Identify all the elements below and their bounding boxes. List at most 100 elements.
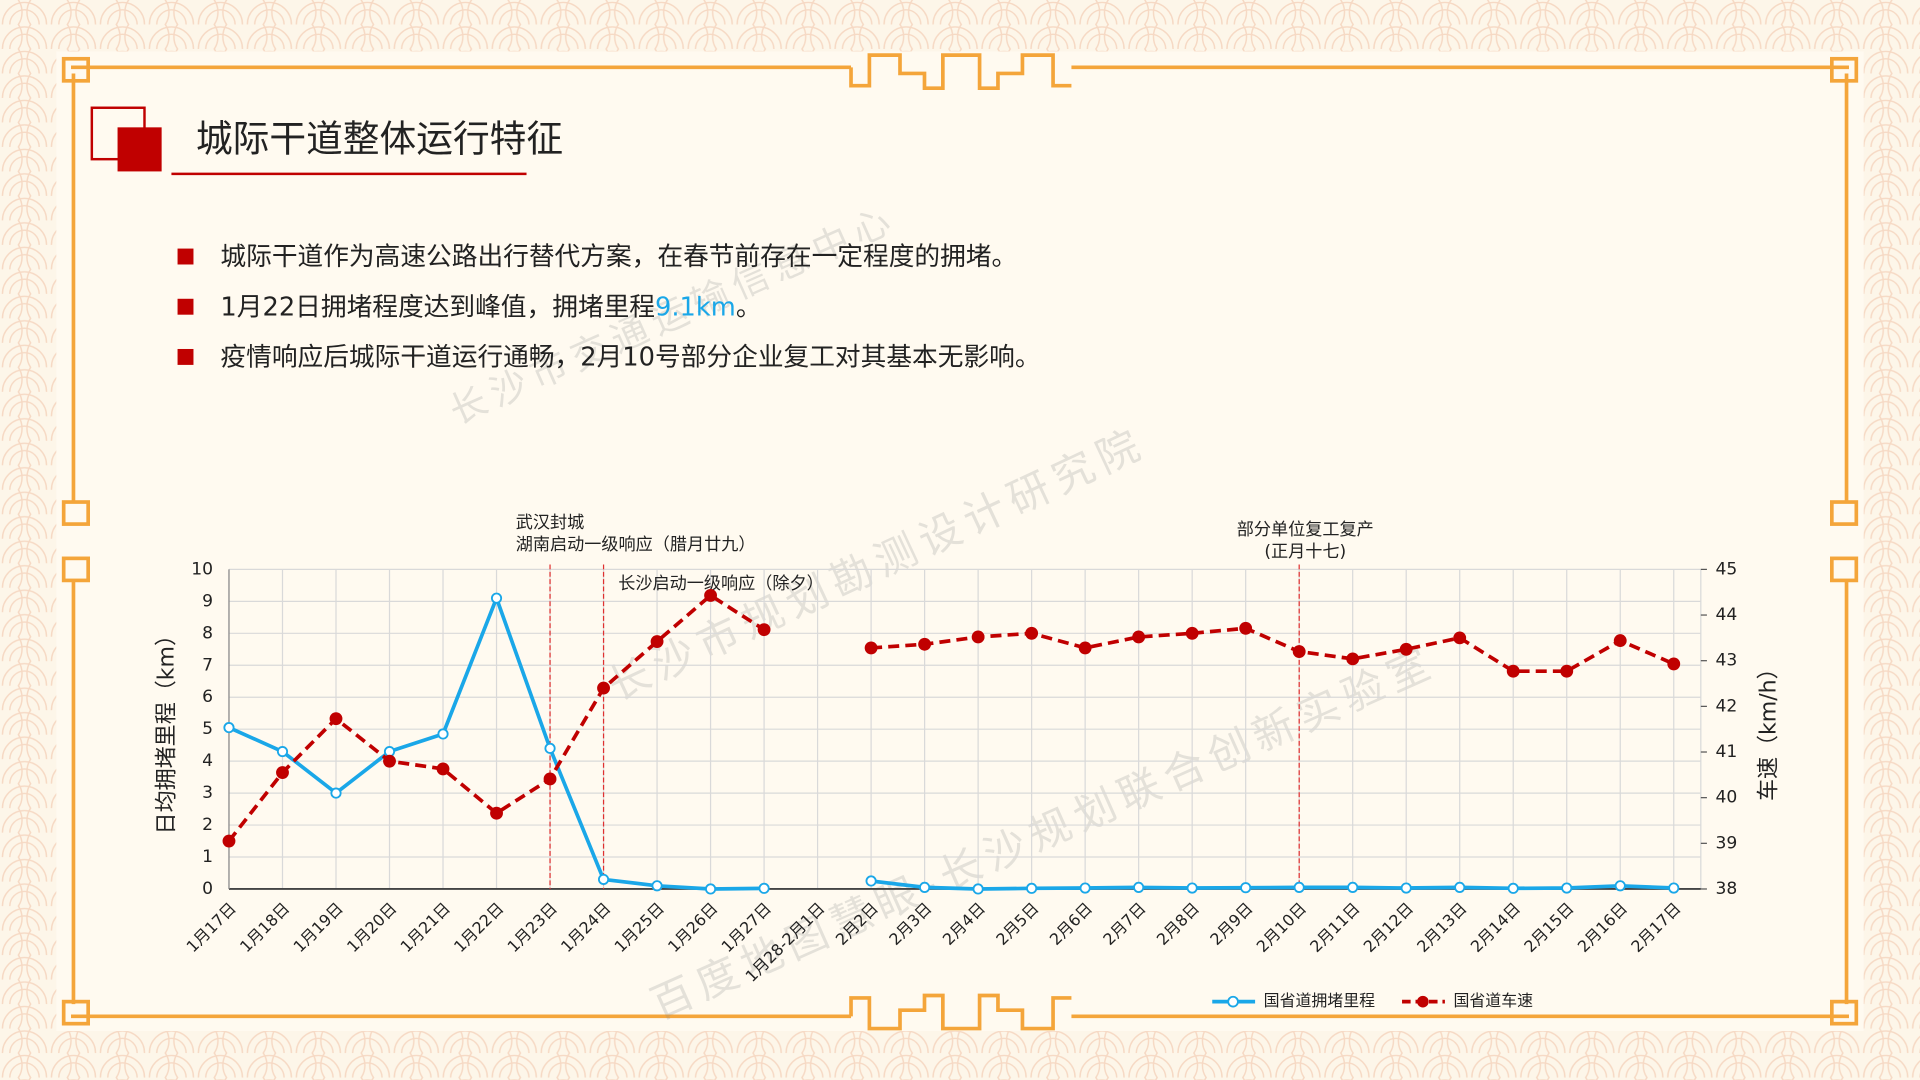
title: 城际干道整体运行特征 <box>196 117 563 160</box>
series-line <box>227 593 1675 843</box>
y2-tick-label: 42 <box>1716 696 1738 716</box>
bullet-marker <box>177 248 194 265</box>
series-point <box>1025 626 1039 640</box>
legend-label: 国省道拥堵里程 <box>1264 991 1375 1010</box>
series-point <box>865 875 877 887</box>
series-point <box>972 883 984 895</box>
series-point <box>1507 882 1519 894</box>
series-point <box>1347 881 1359 893</box>
series-point <box>597 681 610 695</box>
series-point <box>1346 652 1360 666</box>
y-tick-label: 7 <box>202 655 213 675</box>
series-point <box>1185 626 1199 640</box>
y2-tick-label: 38 <box>1716 879 1738 899</box>
annotation-text: 长沙启动一级响应（除夕） <box>618 574 824 594</box>
bullet-marker <box>177 298 194 315</box>
series-point <box>1668 882 1680 894</box>
y-tick-label: 2 <box>202 815 213 835</box>
y-tick-label: 1 <box>202 847 213 867</box>
y-tick-label: 5 <box>202 719 213 739</box>
annotation-text: 部分单位复工复产 <box>1237 520 1374 540</box>
y2-tick-label: 39 <box>1716 833 1738 853</box>
series-point <box>330 787 342 799</box>
series-point <box>1454 881 1466 893</box>
series-point <box>222 834 236 848</box>
y-tick-label: 4 <box>202 751 213 771</box>
y-axis-label: 日均拥堵里程（km） <box>155 624 180 834</box>
series-point <box>1239 621 1253 635</box>
series-point <box>1400 882 1412 894</box>
y-tick-label: 3 <box>202 783 213 803</box>
bullet-marker <box>177 348 194 365</box>
series-point <box>490 806 503 820</box>
legend-marker <box>1417 995 1429 1008</box>
series-point <box>1292 645 1306 658</box>
annotation-text: 武汉封城 <box>516 513 585 533</box>
series-point <box>651 880 663 892</box>
series-point <box>1132 630 1146 644</box>
series-point <box>1560 664 1574 678</box>
series-point <box>1453 631 1467 645</box>
y-tick-label: 0 <box>202 879 213 899</box>
series-point <box>436 762 450 776</box>
y2-tick-label: 41 <box>1716 742 1738 762</box>
bullet-segment: 疫情响应后城际干道运行通畅，2月10号部分企业复工对其基本无影响。 <box>220 342 1040 372</box>
frame <box>61 53 1859 1031</box>
series-point <box>757 623 771 637</box>
series-point <box>437 728 449 740</box>
bullet-segment: 。 <box>736 292 762 322</box>
bullet-text: 城际干道作为高速公路出行替代方案，在春节前存在一定程度的拥堵。 <box>220 242 1017 272</box>
series-point <box>1133 881 1145 893</box>
series-point <box>971 630 985 644</box>
series-point <box>704 588 717 602</box>
bullet-segment: 9.1km <box>655 292 736 322</box>
y-tick-label: 6 <box>202 687 213 707</box>
series-point <box>1293 881 1305 893</box>
series-point <box>329 712 343 726</box>
y2-tick-label: 40 <box>1716 788 1738 808</box>
series-point <box>918 637 932 651</box>
series-point <box>490 592 503 604</box>
series-point <box>1026 882 1038 894</box>
series-point <box>276 745 289 758</box>
y-tick-label: 8 <box>202 623 213 643</box>
series-point <box>597 873 610 885</box>
series-point <box>864 641 878 655</box>
legend-marker <box>1227 995 1239 1008</box>
series-point <box>1079 882 1091 894</box>
bullet-text: 疫情响应后城际干道运行通畅，2月10号部分企业复工对其基本无影响。 <box>220 342 1040 372</box>
annotation-text: (正月十七) <box>1264 542 1346 562</box>
series-point <box>705 883 717 895</box>
series-point <box>543 772 557 786</box>
series-point <box>919 881 931 893</box>
bullet-segment: 1月22日拥堵程度达到峰值，拥堵里程 <box>220 292 655 322</box>
panel <box>56 51 1864 1032</box>
series-point <box>223 722 235 734</box>
series-point <box>650 635 664 648</box>
y-tick-label: 9 <box>202 591 213 611</box>
series-point <box>1614 880 1626 892</box>
series-point <box>1399 642 1413 656</box>
series-point <box>1506 664 1520 678</box>
y2-tick-label: 43 <box>1716 651 1738 671</box>
y2-axis-label: 车速（km/h） <box>1756 657 1781 801</box>
series-point <box>1078 641 1092 655</box>
bullet-segment: 城际干道作为高速公路出行替代方案，在春节前存在一定程度的拥堵。 <box>220 242 1017 272</box>
annotation-text: 湖南启动一级响应（腊月廿九） <box>516 535 756 555</box>
series-point <box>1561 882 1573 894</box>
legend-label: 国省道车速 <box>1453 991 1533 1010</box>
series-point <box>1613 634 1627 648</box>
series-point <box>544 742 556 754</box>
bullet-text: 1月22日拥堵程度达到峰值，拥堵里程9.1km。 <box>220 292 761 322</box>
series-point <box>383 754 396 768</box>
series-point <box>1186 882 1198 894</box>
series-point <box>758 882 770 894</box>
y2-tick-label: 44 <box>1716 605 1738 625</box>
y2-tick-label: 45 <box>1716 559 1738 579</box>
series-point <box>276 766 289 779</box>
title-deco <box>117 127 162 172</box>
y-tick-label: 10 <box>191 559 213 579</box>
series-point <box>1667 657 1681 671</box>
